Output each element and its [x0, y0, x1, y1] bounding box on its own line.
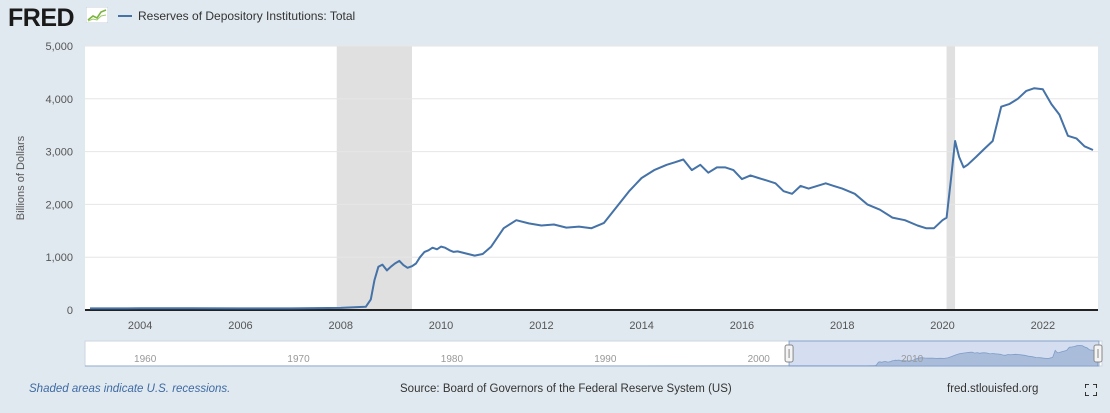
y-tick-label: 4,000	[45, 94, 73, 106]
site-link[interactable]: fred.stlouisfed.org	[947, 383, 1039, 395]
x-tick-label: 2012	[529, 320, 553, 332]
navigator-series-area	[84, 345, 1098, 367]
x-tick-label: 2022	[1031, 320, 1055, 332]
fred-logo-graph-icon	[86, 7, 108, 23]
x-tick-label: 2020	[930, 320, 954, 332]
y-tick-label: 2,000	[45, 199, 73, 211]
legend-item[interactable]: Reserves of Depository Institutions: Tot…	[118, 9, 355, 23]
legend-label: Reserves of Depository Institutions: Tot…	[138, 9, 356, 23]
y-tick-label: 5,000	[45, 41, 73, 53]
navigator-label: 1990	[594, 354, 617, 365]
x-tick-label: 2010	[429, 320, 453, 332]
plot-area	[85, 46, 1098, 310]
y-tick-label: 0	[67, 305, 73, 317]
navigator-label: 2010	[901, 354, 924, 365]
navigator-label: 2000	[748, 354, 771, 365]
fullscreen-icon[interactable]	[1085, 384, 1097, 396]
x-tick-label: 2006	[228, 320, 252, 332]
navigator-label: 1960	[134, 354, 157, 365]
y-tick-label: 3,000	[45, 147, 73, 159]
x-tick-label: 2018	[830, 320, 854, 332]
source-note: Source: Board of Governors of the Federa…	[400, 383, 732, 395]
chart-header: FRED Reserves of Depository Institutions…	[0, 0, 1110, 36]
x-tick-label: 2004	[128, 320, 152, 332]
x-tick-label: 2008	[329, 320, 353, 332]
line-chart: 0 1,000 2,000 3,000 4,000 5,000 2004 2006 2008 20…	[15, 41, 1103, 367]
x-tick-label: 2016	[730, 320, 754, 332]
y-axis-label: Billions of Dollars	[15, 135, 27, 220]
navigator-label: 1970	[287, 354, 310, 365]
recession-band	[336, 46, 412, 310]
y-tick-label: 1,000	[45, 252, 73, 264]
fred-logo[interactable]: FRED	[8, 4, 75, 32]
recession-note: Shaded areas indicate U.S. recessions.	[29, 383, 231, 395]
legend-swatch	[118, 15, 132, 17]
x-tick-label: 2014	[629, 320, 653, 332]
series-line	[89, 87, 1094, 310]
navigator-label: 1980	[441, 354, 464, 365]
